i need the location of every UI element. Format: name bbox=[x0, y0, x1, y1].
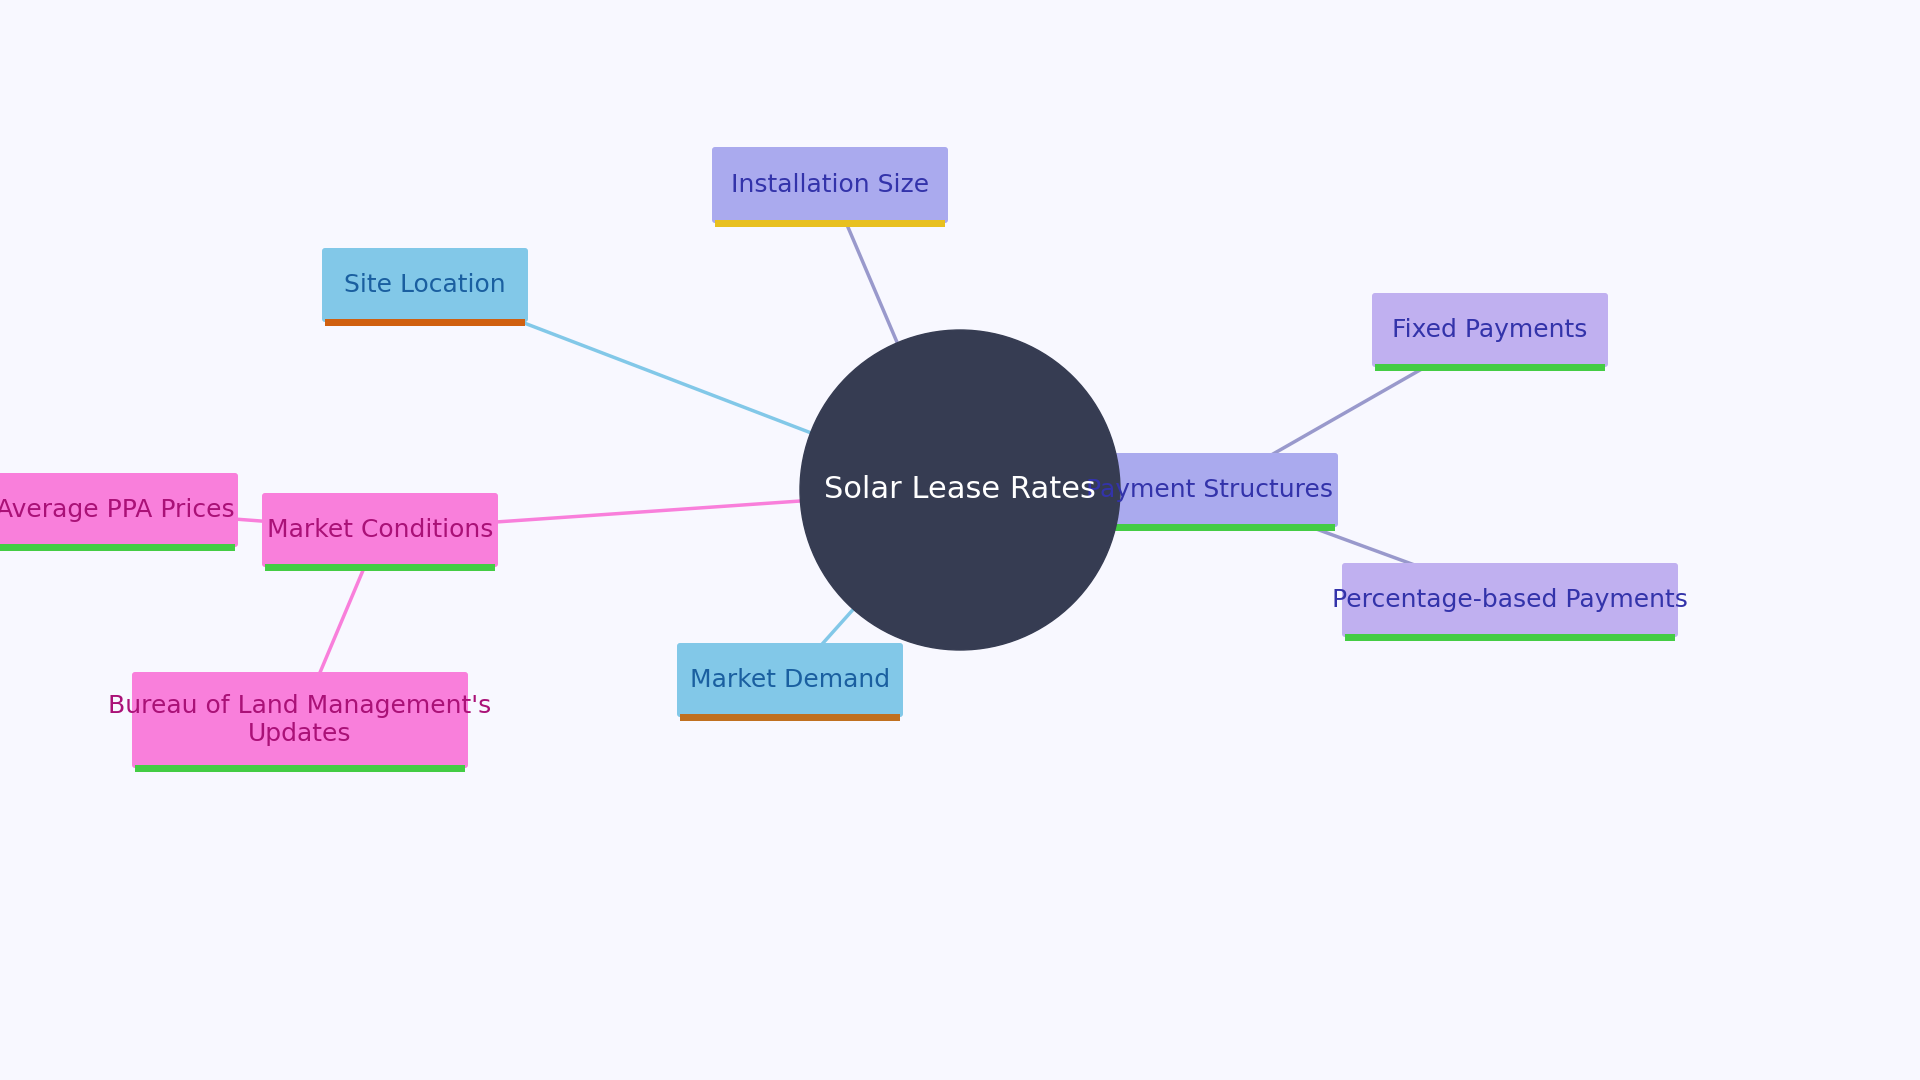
FancyBboxPatch shape bbox=[0, 473, 238, 546]
FancyBboxPatch shape bbox=[1083, 453, 1338, 527]
Text: Percentage-based Payments: Percentage-based Payments bbox=[1332, 588, 1688, 612]
FancyBboxPatch shape bbox=[1375, 364, 1605, 372]
Text: Site Location: Site Location bbox=[344, 273, 505, 297]
FancyBboxPatch shape bbox=[1373, 293, 1609, 367]
FancyBboxPatch shape bbox=[132, 672, 468, 768]
FancyBboxPatch shape bbox=[324, 319, 524, 326]
Text: Solar Lease Rates: Solar Lease Rates bbox=[824, 475, 1096, 504]
FancyBboxPatch shape bbox=[1085, 524, 1334, 531]
Text: Market Demand: Market Demand bbox=[689, 669, 891, 692]
FancyBboxPatch shape bbox=[265, 564, 495, 571]
Text: Installation Size: Installation Size bbox=[732, 173, 929, 197]
FancyBboxPatch shape bbox=[0, 544, 234, 551]
FancyBboxPatch shape bbox=[678, 643, 902, 717]
FancyBboxPatch shape bbox=[134, 765, 465, 772]
Text: Fixed Payments: Fixed Payments bbox=[1392, 318, 1588, 342]
FancyBboxPatch shape bbox=[323, 248, 528, 322]
FancyBboxPatch shape bbox=[261, 492, 497, 567]
Text: Average PPA Prices: Average PPA Prices bbox=[0, 498, 234, 522]
Text: Bureau of Land Management's
Updates: Bureau of Land Management's Updates bbox=[108, 694, 492, 746]
FancyBboxPatch shape bbox=[1346, 634, 1674, 642]
Circle shape bbox=[801, 330, 1119, 650]
FancyBboxPatch shape bbox=[712, 147, 948, 222]
FancyBboxPatch shape bbox=[1342, 563, 1678, 637]
FancyBboxPatch shape bbox=[680, 714, 900, 721]
Text: Payment Structures: Payment Structures bbox=[1087, 478, 1334, 502]
Text: Market Conditions: Market Conditions bbox=[267, 518, 493, 542]
FancyBboxPatch shape bbox=[714, 220, 945, 227]
